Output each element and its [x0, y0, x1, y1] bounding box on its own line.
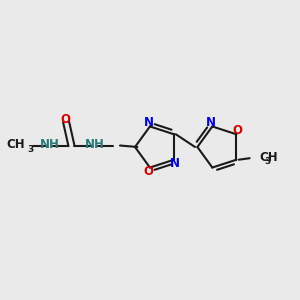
Text: CH: CH — [259, 151, 278, 164]
Text: NH: NH — [40, 138, 59, 151]
Text: O: O — [60, 112, 70, 126]
Text: CH: CH — [6, 138, 25, 152]
Text: O: O — [233, 124, 243, 137]
Text: NH: NH — [85, 138, 104, 151]
Text: O: O — [143, 165, 153, 178]
Text: 3: 3 — [264, 157, 270, 166]
Text: 3: 3 — [27, 145, 33, 154]
Text: N: N — [170, 158, 180, 170]
Text: N: N — [144, 116, 154, 129]
Text: N: N — [206, 116, 215, 129]
